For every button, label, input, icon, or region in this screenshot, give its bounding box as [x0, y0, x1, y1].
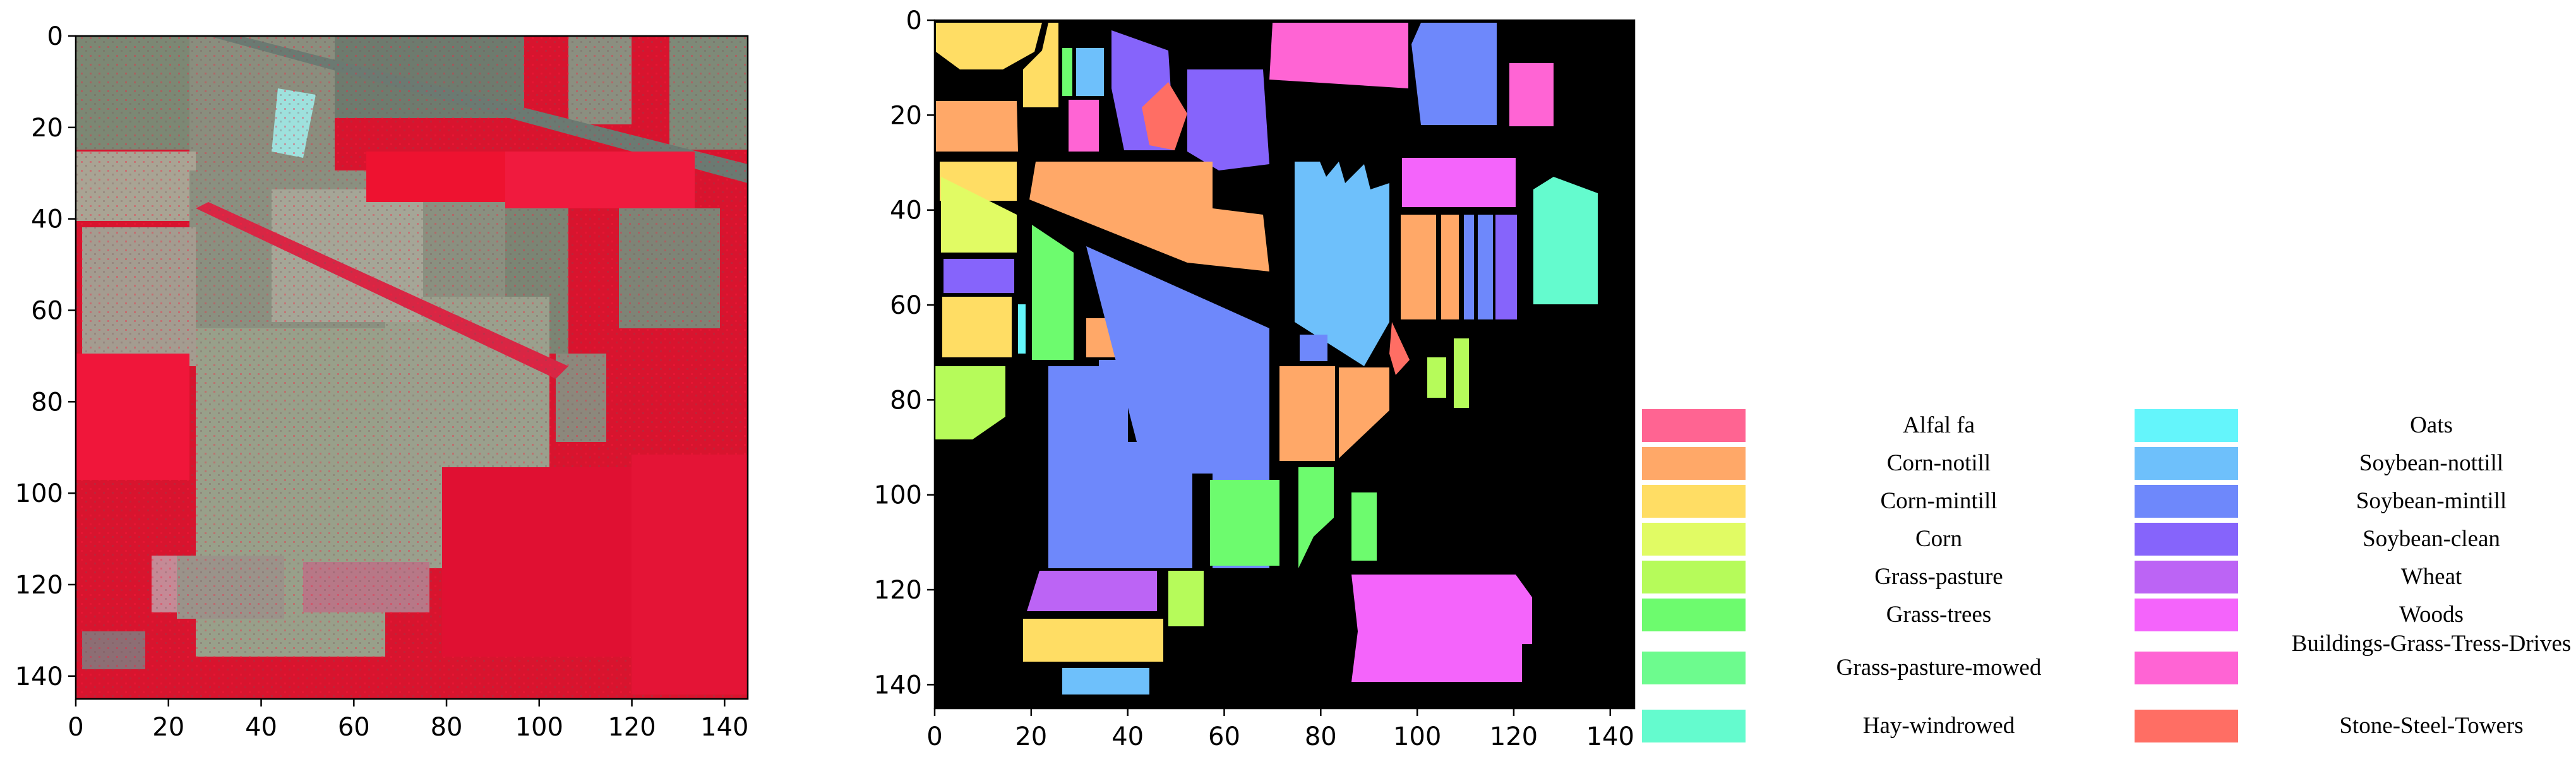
y-tick-label: 80 — [890, 386, 922, 415]
legend-swatch — [2135, 485, 2238, 518]
legend-swatch — [2135, 447, 2238, 480]
legend-swatch — [2135, 409, 2238, 442]
image-raster — [76, 36, 748, 699]
y-tick-label: 100 — [15, 479, 63, 508]
x-tick-label: 0 — [926, 722, 942, 751]
y-tick-label: 0 — [47, 22, 63, 51]
legend-label: Oats — [2410, 412, 2453, 438]
x-tick-label: 40 — [1111, 722, 1144, 751]
legend-label: Woods — [2399, 602, 2464, 628]
x-tick-label: 140 — [700, 713, 748, 742]
y-tick-label: 0 — [906, 6, 922, 35]
y-tick-label: 120 — [15, 571, 63, 600]
legend-swatch — [1642, 599, 1746, 631]
legend-swatch — [2135, 652, 2238, 684]
x-tick-label: 0 — [68, 713, 83, 742]
legend-label: Corn-mintill — [1880, 488, 1998, 514]
legend-label: Buildings-Grass-Tress-Drives — [2291, 631, 2572, 657]
legend-swatch — [2135, 599, 2238, 631]
class-map-raster — [935, 20, 1634, 708]
x-tick-label: 20 — [1015, 722, 1047, 751]
y-tick-label: 140 — [15, 662, 63, 691]
x-tick-label: 100 — [515, 713, 563, 742]
y-tick-label: 40 — [890, 196, 922, 225]
right-axes-frame — [933, 19, 1636, 710]
right-x-axis: 0 20 40 60 80 100 120 140 — [926, 708, 1634, 751]
class-legend: Alfal fa Corn-notill Corn-mintill Corn Grass… — [1642, 404, 2576, 766]
legend-label: Soybean-clean — [2363, 526, 2500, 552]
legend-swatch — [1642, 561, 1746, 593]
ground-truth-map-svg: 0 20 40 60 80 100 120 140 0 20 40 60 80 100 120 140 — [874, 6, 1636, 751]
legend-label: Soybean-mintill — [2356, 488, 2507, 514]
ground-truth-map-panel: 0 20 40 60 80 100 120 140 0 20 40 60 80 100 120 140 — [834, 0, 1655, 766]
legend-label: Soybean-nottill — [2359, 450, 2504, 476]
legend-swatch — [1642, 485, 1746, 518]
false-color-image-panel: 0 20 40 60 80 100 120 140 0 20 40 60 80 100 120 140 — [0, 0, 796, 766]
legend-swatch — [1642, 447, 1746, 480]
x-tick-label: 100 — [1393, 722, 1441, 751]
legend-swatch — [2135, 523, 2238, 556]
y-tick-label: 80 — [31, 388, 63, 417]
left-y-axis: 0 20 40 60 80 100 120 140 — [15, 22, 76, 691]
legend-label: Wheat — [2400, 564, 2462, 590]
legend-label: Grass-pasture-mowed — [1836, 655, 2042, 681]
legend-swatch — [1642, 409, 1746, 442]
false-color-image-svg: 0 20 40 60 80 100 120 140 0 20 40 60 80 100 120 140 — [15, 22, 749, 742]
legend-label: Corn — [1915, 526, 1962, 552]
x-tick-label: 120 — [1490, 722, 1538, 751]
y-tick-label: 60 — [890, 291, 922, 320]
legend-label: Alfal fa — [1902, 412, 1975, 438]
legend-swatch — [2135, 710, 2238, 742]
x-tick-label: 40 — [245, 713, 277, 742]
legend-swatch — [2135, 561, 2238, 593]
legend-swatch — [1642, 523, 1746, 556]
legend-swatch — [1642, 652, 1746, 684]
y-tick-label: 120 — [874, 576, 922, 605]
legend-label: Corn-notill — [1886, 450, 1991, 476]
legend-label: Stone-Steel-Towers — [2339, 713, 2524, 739]
legend-label: Grass-pasture — [1874, 564, 2003, 590]
x-tick-label: 60 — [1208, 722, 1240, 751]
y-tick-label: 100 — [874, 481, 922, 510]
y-tick-label: 60 — [31, 296, 63, 325]
y-tick-label: 20 — [31, 114, 63, 143]
x-tick-label: 80 — [1305, 722, 1337, 751]
legend-label: Grass-trees — [1886, 602, 1992, 628]
left-x-axis: 0 20 40 60 80 100 120 140 — [68, 699, 748, 742]
legend-label: Hay-windrowed — [1862, 713, 2015, 739]
y-tick-label: 40 — [31, 205, 63, 234]
x-tick-label: 80 — [431, 713, 463, 742]
x-tick-label: 120 — [608, 713, 656, 742]
x-tick-label: 140 — [1586, 722, 1634, 751]
legend-swatch — [1642, 710, 1746, 742]
left-axes-frame — [75, 35, 749, 700]
right-y-axis: 0 20 40 60 80 100 120 140 — [874, 6, 935, 700]
y-tick-label: 20 — [890, 101, 922, 130]
y-tick-label: 140 — [874, 671, 922, 700]
x-tick-label: 20 — [152, 713, 184, 742]
x-tick-label: 60 — [338, 713, 370, 742]
